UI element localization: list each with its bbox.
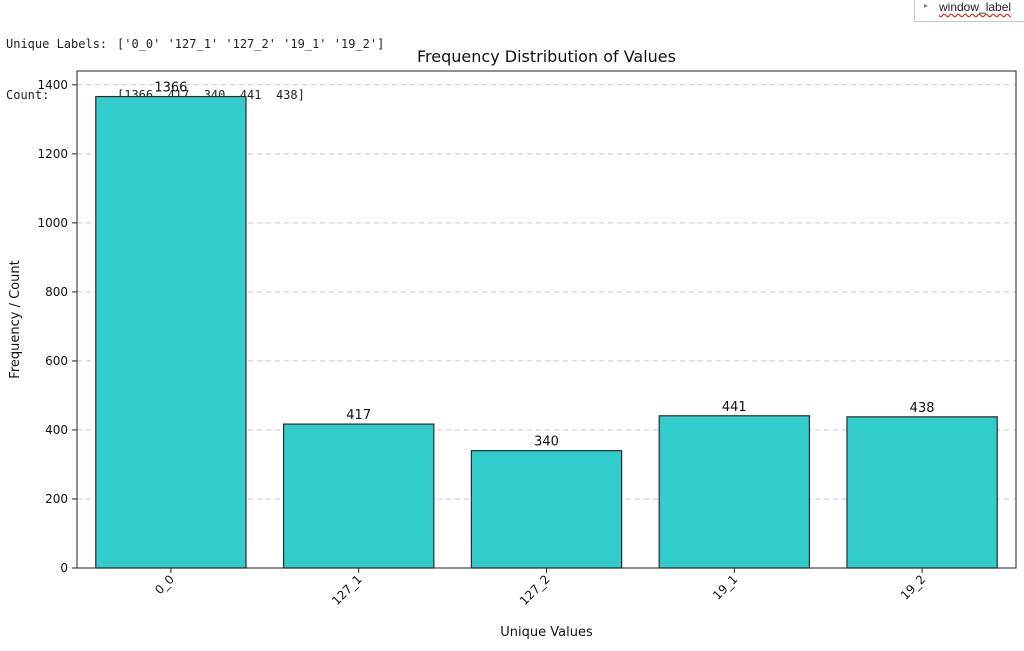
console-line-labels: Unique Labels: ['0_0' '127_1' '127_2' '19… — [6, 36, 384, 53]
variable-name: window_label — [939, 0, 1012, 14]
bars — [95, 95, 998, 569]
console-key-count: Count: — [6, 88, 50, 102]
y-tick-label: 400 — [45, 423, 68, 437]
console-value-labels: ['0_0' '127_1' '127_2' '19_1' '19_2'] — [117, 37, 385, 51]
x-axis-label: Unique Values — [500, 625, 593, 640]
expand-caret-icon[interactable]: ▸ — [924, 1, 929, 10]
y-tick-label: 1000 — [37, 216, 68, 230]
y-tick-label: 200 — [45, 492, 68, 506]
x-tick-label: 0_0 — [152, 572, 177, 597]
y-axis-label: Frequency / Count — [8, 260, 23, 378]
bar-19_1 — [658, 415, 811, 569]
bar-0_0 — [95, 95, 247, 569]
data-label: 417 — [346, 408, 371, 423]
bar-127_2 — [470, 450, 623, 569]
bar-19_2 — [846, 416, 998, 569]
data-labels: 1366 417 340 441 438 — [154, 81, 934, 450]
y-tick-label: 600 — [45, 354, 68, 368]
console-key-labels: Unique Labels: — [6, 37, 108, 51]
y-tick-label: 0 — [60, 561, 68, 575]
x-tick-label: 127_1 — [329, 572, 365, 608]
console-output: Unique Labels: ['0_0' '127_1' '127_2' '19… — [6, 2, 384, 121]
y-tick-label: 800 — [45, 285, 68, 299]
data-label: 438 — [910, 401, 935, 416]
x-axis-ticks: 0_0 127_1 127_2 19_1 19_2 — [152, 568, 928, 608]
y-axis-ticks: 0 200 400 600 800 1000 1200 1400 — [37, 78, 77, 575]
chart-title: Frequency Distribution of Values — [417, 47, 676, 66]
y-tick-label: 1400 — [37, 78, 68, 92]
data-label: 441 — [722, 400, 747, 415]
data-label: 1366 — [154, 81, 187, 96]
bar-127_1 — [282, 423, 435, 569]
x-tick-label: 19_2 — [898, 572, 928, 602]
data-label: 340 — [534, 435, 559, 450]
x-tick-label: 127_2 — [517, 572, 553, 608]
x-tick-label: 19_1 — [710, 572, 740, 602]
variable-panel-item[interactable]: ▸ window_label — [914, 0, 1024, 22]
y-tick-label: 1200 — [37, 147, 68, 161]
